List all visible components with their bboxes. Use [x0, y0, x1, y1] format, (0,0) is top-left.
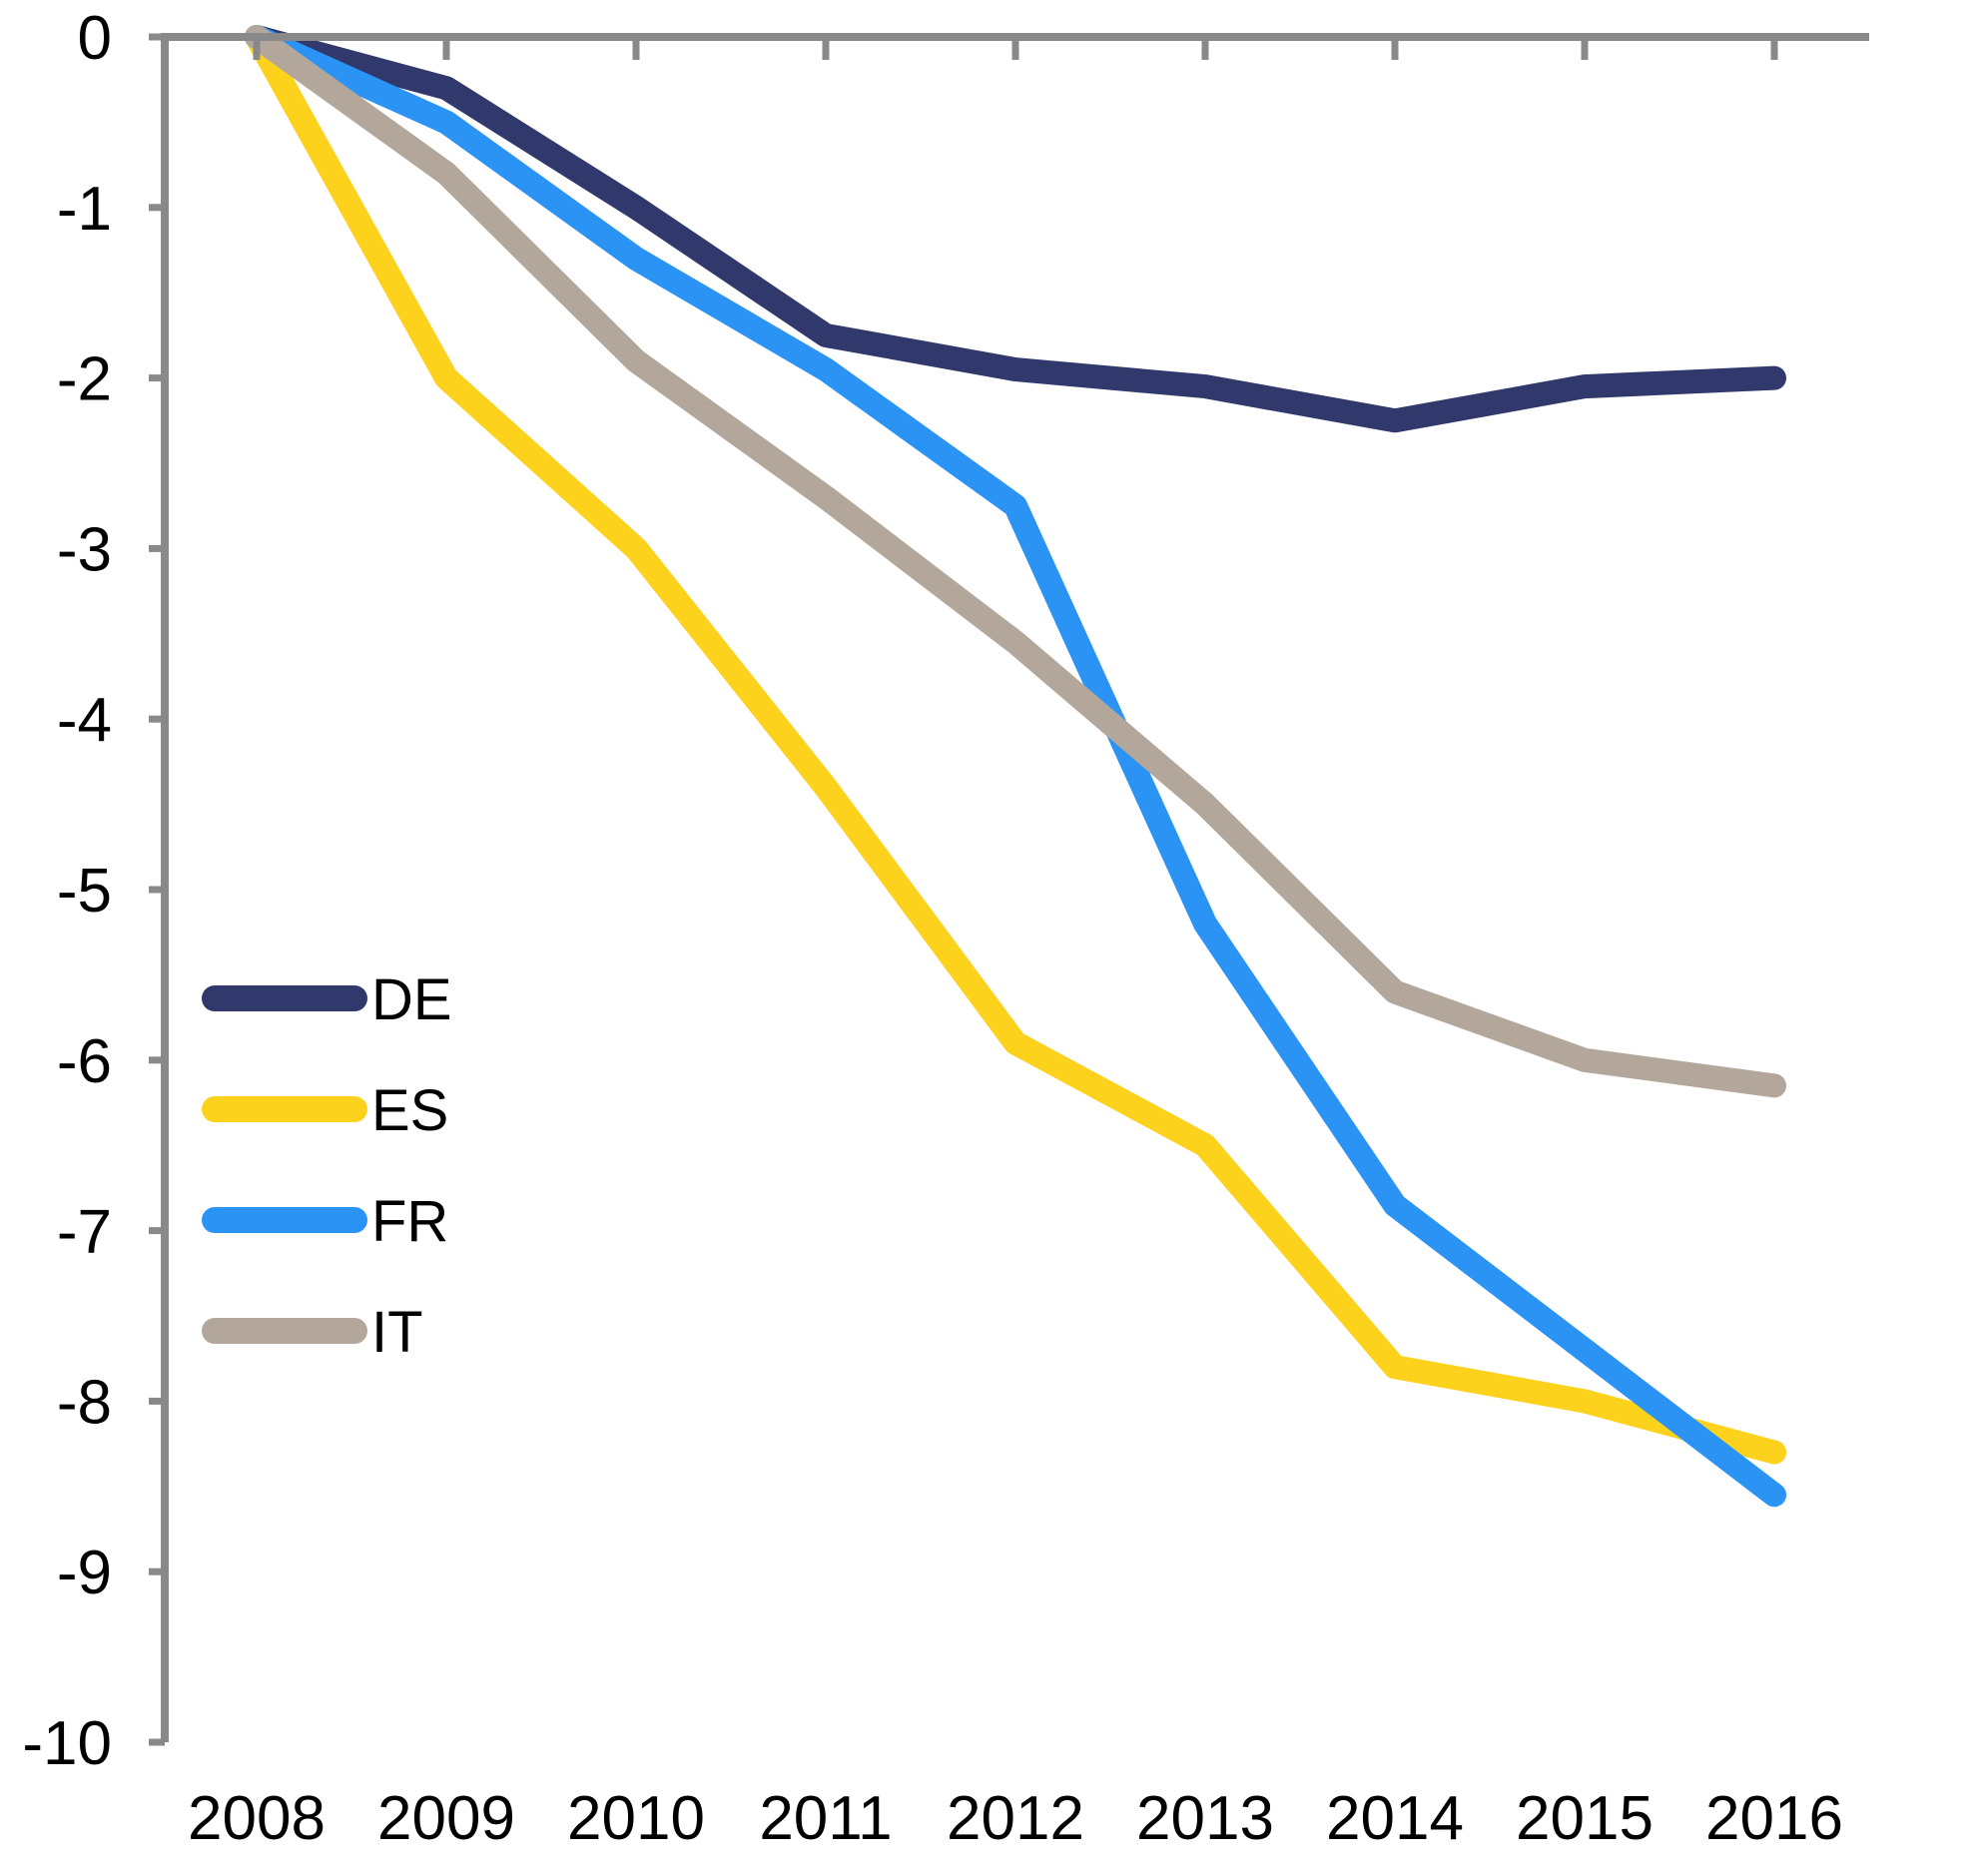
- x-tick-label-2009: 2009: [377, 1784, 515, 1853]
- x-tick-label-2008: 2008: [188, 1784, 326, 1853]
- y-tick-label--1: -1: [57, 175, 112, 244]
- axes-group: [149, 33, 1869, 1746]
- x-tick-label-2015: 2015: [1516, 1784, 1654, 1853]
- x-tick-label-2012: 2012: [947, 1784, 1084, 1853]
- x-tick-label-2013: 2013: [1136, 1784, 1274, 1853]
- legend-label-ES: ES: [371, 1078, 448, 1143]
- x-tick-label-2010: 2010: [567, 1784, 705, 1853]
- legend: DE ES FR IT: [202, 967, 452, 1365]
- y-tick-label--8: -8: [57, 1368, 112, 1437]
- axis-labels-group: 0 -1 -2 -3 -4 -5 -6 -7 -8 -9 -10 2008 2009 2010 2011 20…: [22, 4, 1843, 1853]
- y-tick-label--10: -10: [22, 1709, 112, 1778]
- x-tick-label-2014: 2014: [1326, 1784, 1464, 1853]
- y-tick-label--6: -6: [57, 1027, 112, 1096]
- y-tick-label-0: 0: [78, 4, 112, 73]
- series-line-DE: [245, 25, 1786, 433]
- y-tick-label--9: -9: [57, 1539, 112, 1607]
- series-group: [245, 25, 1786, 1508]
- legend-label-IT: IT: [371, 1300, 423, 1365]
- y-tick-label--2: -2: [57, 345, 112, 414]
- series-line-IT: [245, 25, 1786, 1098]
- x-tick-label-2016: 2016: [1705, 1784, 1843, 1853]
- y-tick-label--7: -7: [57, 1198, 112, 1267]
- series-line-FR: [245, 25, 1786, 1508]
- y-tick-label--3: -3: [57, 515, 112, 584]
- y-tick-label--4: -4: [57, 686, 112, 755]
- series-line-ES: [245, 25, 1786, 1465]
- y-tick-label--5: -5: [57, 857, 112, 926]
- legend-label-DE: DE: [371, 967, 452, 1032]
- legend-label-FR: FR: [371, 1189, 448, 1254]
- x-tick-label-2011: 2011: [759, 1784, 892, 1853]
